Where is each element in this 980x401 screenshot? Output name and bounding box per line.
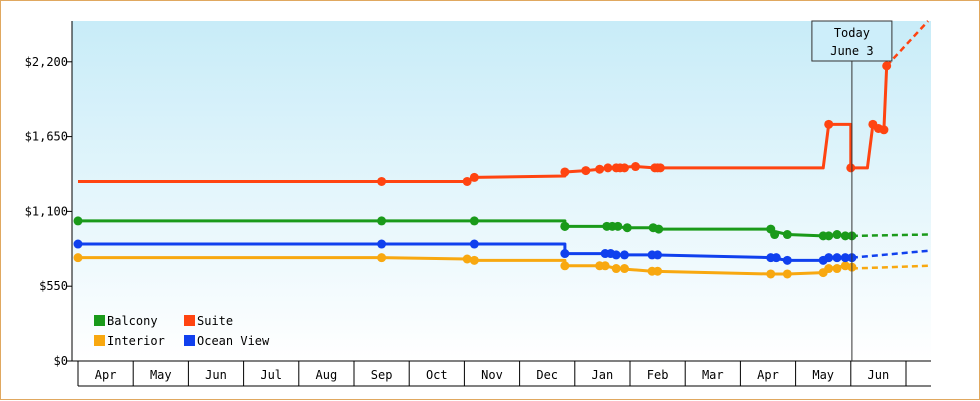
y-tick-label: $1,650 xyxy=(25,130,68,144)
data-point xyxy=(782,255,792,265)
data-point xyxy=(377,239,387,249)
data-point xyxy=(840,231,850,241)
data-point xyxy=(654,224,664,234)
legend-label-ocean-view: Ocean View xyxy=(197,334,270,348)
month-label: Apr xyxy=(95,368,117,382)
data-point xyxy=(619,250,629,260)
month-label: May xyxy=(812,368,834,382)
month-label: Nov xyxy=(481,368,503,382)
data-point xyxy=(782,269,792,279)
data-point xyxy=(832,264,842,274)
y-tick-label: $0 xyxy=(54,354,68,368)
data-point xyxy=(377,253,387,263)
series-interior xyxy=(73,253,929,279)
y-tick-label: $550 xyxy=(39,279,68,293)
data-point xyxy=(619,163,629,173)
data-point xyxy=(619,264,629,274)
data-point xyxy=(73,216,83,226)
month-label: Mar xyxy=(702,368,724,382)
data-point xyxy=(882,61,892,71)
legend-label-interior: Interior xyxy=(107,334,165,348)
month-label: Jan xyxy=(592,368,614,382)
data-point xyxy=(73,239,83,249)
data-point xyxy=(879,125,889,135)
data-point xyxy=(469,216,479,226)
data-point xyxy=(824,253,834,263)
month-label: Aug xyxy=(316,368,338,382)
data-point xyxy=(611,264,621,274)
data-point xyxy=(600,261,610,271)
data-point xyxy=(73,253,83,263)
legend-swatch-interior xyxy=(94,335,105,346)
today-marker: Today June 3 xyxy=(811,20,893,361)
data-point xyxy=(469,172,479,182)
data-point xyxy=(469,239,479,249)
series-ocean-view xyxy=(73,239,929,265)
data-point xyxy=(653,250,663,260)
legend-label-suite: Suite xyxy=(197,314,233,328)
data-point xyxy=(771,253,781,263)
legend-swatch-balcony xyxy=(94,315,105,326)
data-point xyxy=(462,254,472,264)
plot-background xyxy=(72,21,931,361)
month-label: Jun xyxy=(205,368,227,382)
data-point xyxy=(832,253,842,263)
forecast-line-ocean-view xyxy=(851,249,929,259)
data-point xyxy=(560,221,570,231)
data-point xyxy=(832,230,842,240)
month-label: May xyxy=(150,368,172,382)
data-point xyxy=(581,166,591,176)
data-point xyxy=(377,216,387,226)
data-point xyxy=(655,163,665,173)
month-label: Apr xyxy=(757,368,779,382)
month-label: Oct xyxy=(426,368,448,382)
today-date: June 3 xyxy=(830,44,873,58)
series-layer xyxy=(73,20,929,279)
series-suite xyxy=(78,20,929,186)
today-box xyxy=(811,20,893,62)
data-point xyxy=(766,269,776,279)
y-axis: $0 $550 $1,100 $1,650 $2,200 xyxy=(25,21,73,368)
data-point xyxy=(824,119,834,129)
data-point xyxy=(611,250,621,260)
today-label: Today xyxy=(834,26,870,40)
data-point xyxy=(824,231,834,241)
data-point xyxy=(770,230,780,240)
data-point xyxy=(840,253,850,263)
month-label: Jun xyxy=(868,368,890,382)
data-point xyxy=(653,266,663,276)
series-balcony xyxy=(73,216,929,241)
legend-swatch-ocean-view xyxy=(184,335,195,346)
month-label: Feb xyxy=(647,368,669,382)
data-point xyxy=(846,163,856,173)
y-tick-label: $1,100 xyxy=(25,204,68,218)
data-point xyxy=(560,167,570,177)
data-point xyxy=(824,264,834,274)
data-point xyxy=(782,230,792,240)
data-point xyxy=(595,164,605,174)
data-point xyxy=(631,162,641,172)
y-tick-label: $2,200 xyxy=(25,55,68,69)
month-label: Jul xyxy=(260,368,282,382)
data-point xyxy=(560,261,570,271)
legend-label-balcony: Balcony xyxy=(107,314,158,328)
data-point xyxy=(377,176,387,186)
month-label: Dec xyxy=(536,368,558,382)
x-axis: Apr May Jun Jul Aug Sep Oct Nov Dec Jan Feb Mar Apr M… xyxy=(72,360,931,387)
legend: Balcony Suite Interior Ocean View xyxy=(94,314,270,348)
data-point xyxy=(469,255,479,265)
forecast-line-balcony xyxy=(851,233,929,238)
forecast-line-interior xyxy=(851,264,929,270)
month-label: Sep xyxy=(371,368,393,382)
legend-swatch-suite xyxy=(184,315,195,326)
data-point xyxy=(622,223,632,233)
data-point xyxy=(462,176,472,186)
forecast-line-suite xyxy=(885,20,929,67)
data-point xyxy=(603,163,613,173)
data-point xyxy=(613,221,623,231)
data-point xyxy=(560,249,570,259)
